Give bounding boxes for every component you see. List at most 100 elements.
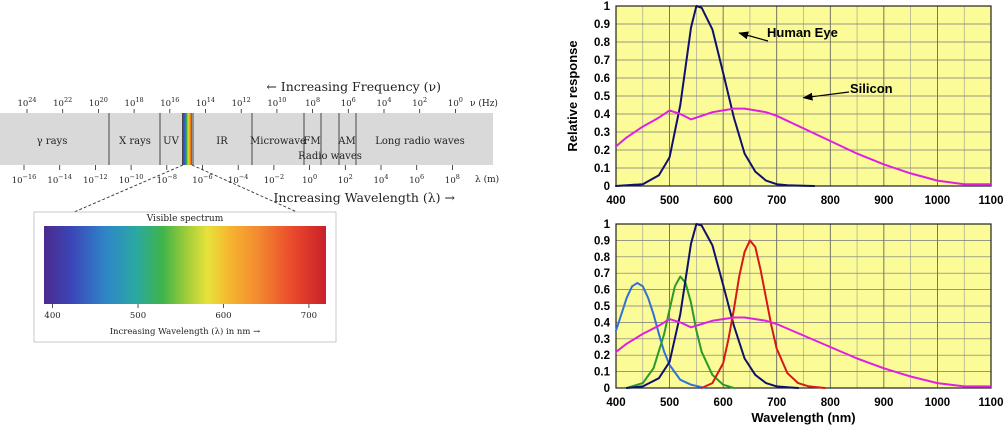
x-tick-label: 800	[821, 397, 840, 409]
series-line-human-eye	[615, 5, 816, 187]
frequency-tick-label: 1010	[267, 96, 286, 109]
x-tick-label: 500	[660, 397, 679, 409]
frequency-label: ← Increasing Frequency (ν)	[266, 79, 441, 94]
y-tick-label: 0.9	[594, 235, 610, 247]
y-tick-label: 0.2	[594, 145, 610, 157]
x-tick-label: 900	[874, 397, 893, 409]
y-tick-label: 0	[604, 181, 610, 193]
frequency-unit: ν (Hz)	[470, 98, 498, 109]
frequency-tick-label: 1018	[125, 96, 144, 109]
chart-eye-silicon: 0 0.1 0.2 0.3 0.4 0.5 0.6 0.7 0.8 0.9 1 400 500 600 70…	[565, 1, 1003, 207]
x-axis-label: Wavelength (nm)	[751, 410, 855, 425]
band-fm: FM	[303, 136, 320, 147]
y-tick-label: 0.1	[594, 163, 611, 175]
y-tick-label: 0.8	[594, 37, 611, 49]
frequency-tick-label: 108	[305, 96, 320, 109]
wavelength-tick-label: 10−14	[47, 173, 72, 186]
frequency-ticks: 1024 1022 1020 1018 1016 1014 1012 1010 108 106 10…	[17, 96, 463, 113]
em-spectrum-diagram: ← Increasing Frequency (ν) ν (Hz) 1024 10…	[0, 79, 499, 343]
wavelength-tick-label: 102	[338, 173, 353, 186]
y-tick-label: 0.7	[594, 268, 610, 280]
y-tick-label: 0.3	[594, 334, 610, 346]
frequency-tick-label: 1012	[232, 96, 251, 109]
frequency-tick-label: 104	[377, 96, 392, 109]
y-axis-label: Relative response	[565, 40, 580, 151]
annotation-human-eye: Human Eye	[767, 25, 838, 40]
x-tick-label: 1000	[925, 397, 951, 409]
y-tick-label: 0.7	[594, 55, 610, 67]
spectrum-band-bar	[0, 113, 493, 165]
chart-rgb-silicon: 0 0.1 0.2 0.3 0.4 0.5 0.6 0.7 0.8 0.9 1 400 500 600 70…	[594, 219, 1003, 425]
y-tick-label: 0.5	[594, 91, 611, 103]
wavelength-ticks: 10−16 10−14 10−12 10−10 10−8 10−6 10−4 10−2 100 1…	[12, 165, 460, 186]
x-tick-label: 1100	[979, 397, 1004, 409]
band-am: AM	[337, 136, 355, 147]
response-charts: 0 0.1 0.2 0.3 0.4 0.5 0.6 0.7 0.8 0.9 1 400 500 600 70…	[565, 1, 1003, 425]
y-tick-label: 1	[604, 1, 611, 13]
series-line-silicon	[615, 316, 992, 388]
annotation-arrow	[738, 31, 769, 42]
band-labels: γ rays X rays UV IR Microwave FM AM Radi…	[37, 136, 465, 162]
y-tick-label: 0.4	[594, 317, 611, 329]
visible-spectrum-title: Visible spectrum	[146, 214, 224, 224]
plot-frame	[615, 223, 992, 389]
x-tick-label: 600	[714, 195, 733, 207]
x-tick-label: 1000	[925, 195, 951, 207]
visible-spectrum-ticks: 400 500 600 700	[44, 304, 317, 321]
visible-tick-label: 600	[215, 311, 231, 321]
frequency-tick-label: 1022	[53, 96, 72, 109]
band-uv: UV	[163, 136, 179, 147]
y-tick-label: 0.4	[594, 109, 611, 121]
x-tick-label: 700	[767, 195, 786, 207]
frequency-tick-label: 106	[341, 96, 356, 109]
annotation-silicon: Silicon	[850, 81, 893, 96]
wavelength-tick-label: 10−6	[192, 173, 212, 186]
wavelength-tick-label: 106	[409, 173, 424, 186]
wavelength-tick-label: 10−12	[83, 173, 108, 186]
series-line-red	[700, 239, 826, 389]
frequency-tick-label: 1014	[196, 96, 215, 109]
wavelength-unit: λ (m)	[475, 174, 499, 185]
y-tick-label: 0.3	[594, 127, 610, 139]
band-microwave: Microwave	[250, 136, 306, 147]
visible-axis-label: Increasing Wavelength (λ) in nm →	[110, 326, 261, 337]
y-tick-label: 0.8	[594, 252, 611, 264]
y-tick-label: 0.1	[594, 367, 611, 379]
x-tick-label: 700	[767, 397, 786, 409]
x-tick-label: 900	[874, 195, 893, 207]
frequency-tick-label: 1016	[160, 96, 179, 109]
frequency-tick-label: 102	[412, 96, 427, 109]
x-tick-label: 400	[606, 195, 625, 207]
wavelength-tick-label: 108	[445, 173, 460, 186]
wavelength-label: Increasing Wavelength (λ) →	[273, 190, 455, 205]
visible-tick-label: 400	[44, 311, 60, 321]
wavelength-tick-label: 10−2	[264, 173, 284, 186]
annotation-arrow	[802, 91, 850, 101]
visible-band-strip	[183, 113, 192, 165]
frequency-tick-label: 1024	[17, 96, 36, 109]
frequency-tick-label: 1020	[89, 96, 108, 109]
band-x-rays: X rays	[119, 136, 151, 147]
band-ir: IR	[216, 136, 228, 147]
x-tick-label: 1100	[979, 195, 1004, 207]
wavelength-tick-label: 10−4	[228, 173, 248, 186]
x-tick-label: 600	[714, 397, 733, 409]
frequency-tick-label: 100	[448, 96, 463, 109]
series-line-silicon	[615, 107, 992, 186]
x-tick-label: 500	[660, 195, 679, 207]
y-tick-label: 1	[604, 219, 611, 231]
series-line-blue	[615, 282, 709, 389]
series-line-green	[625, 275, 735, 389]
y-tick-label: 0.9	[594, 19, 610, 31]
y-tick-label: 0	[604, 383, 610, 395]
band-radio-waves: Radio waves	[298, 151, 362, 162]
wavelength-tick-label: 10−16	[12, 173, 37, 186]
series-line-luminosity	[625, 223, 800, 389]
y-tick-label: 0.6	[594, 73, 610, 85]
wavelength-tick-label: 104	[374, 173, 389, 186]
wavelength-tick-label: 100	[302, 173, 317, 186]
x-tick-label: 400	[606, 397, 625, 409]
band-dividers	[108, 113, 357, 165]
y-tick-label: 0.2	[594, 350, 610, 362]
band-long-radio-waves: Long radio waves	[375, 136, 464, 147]
